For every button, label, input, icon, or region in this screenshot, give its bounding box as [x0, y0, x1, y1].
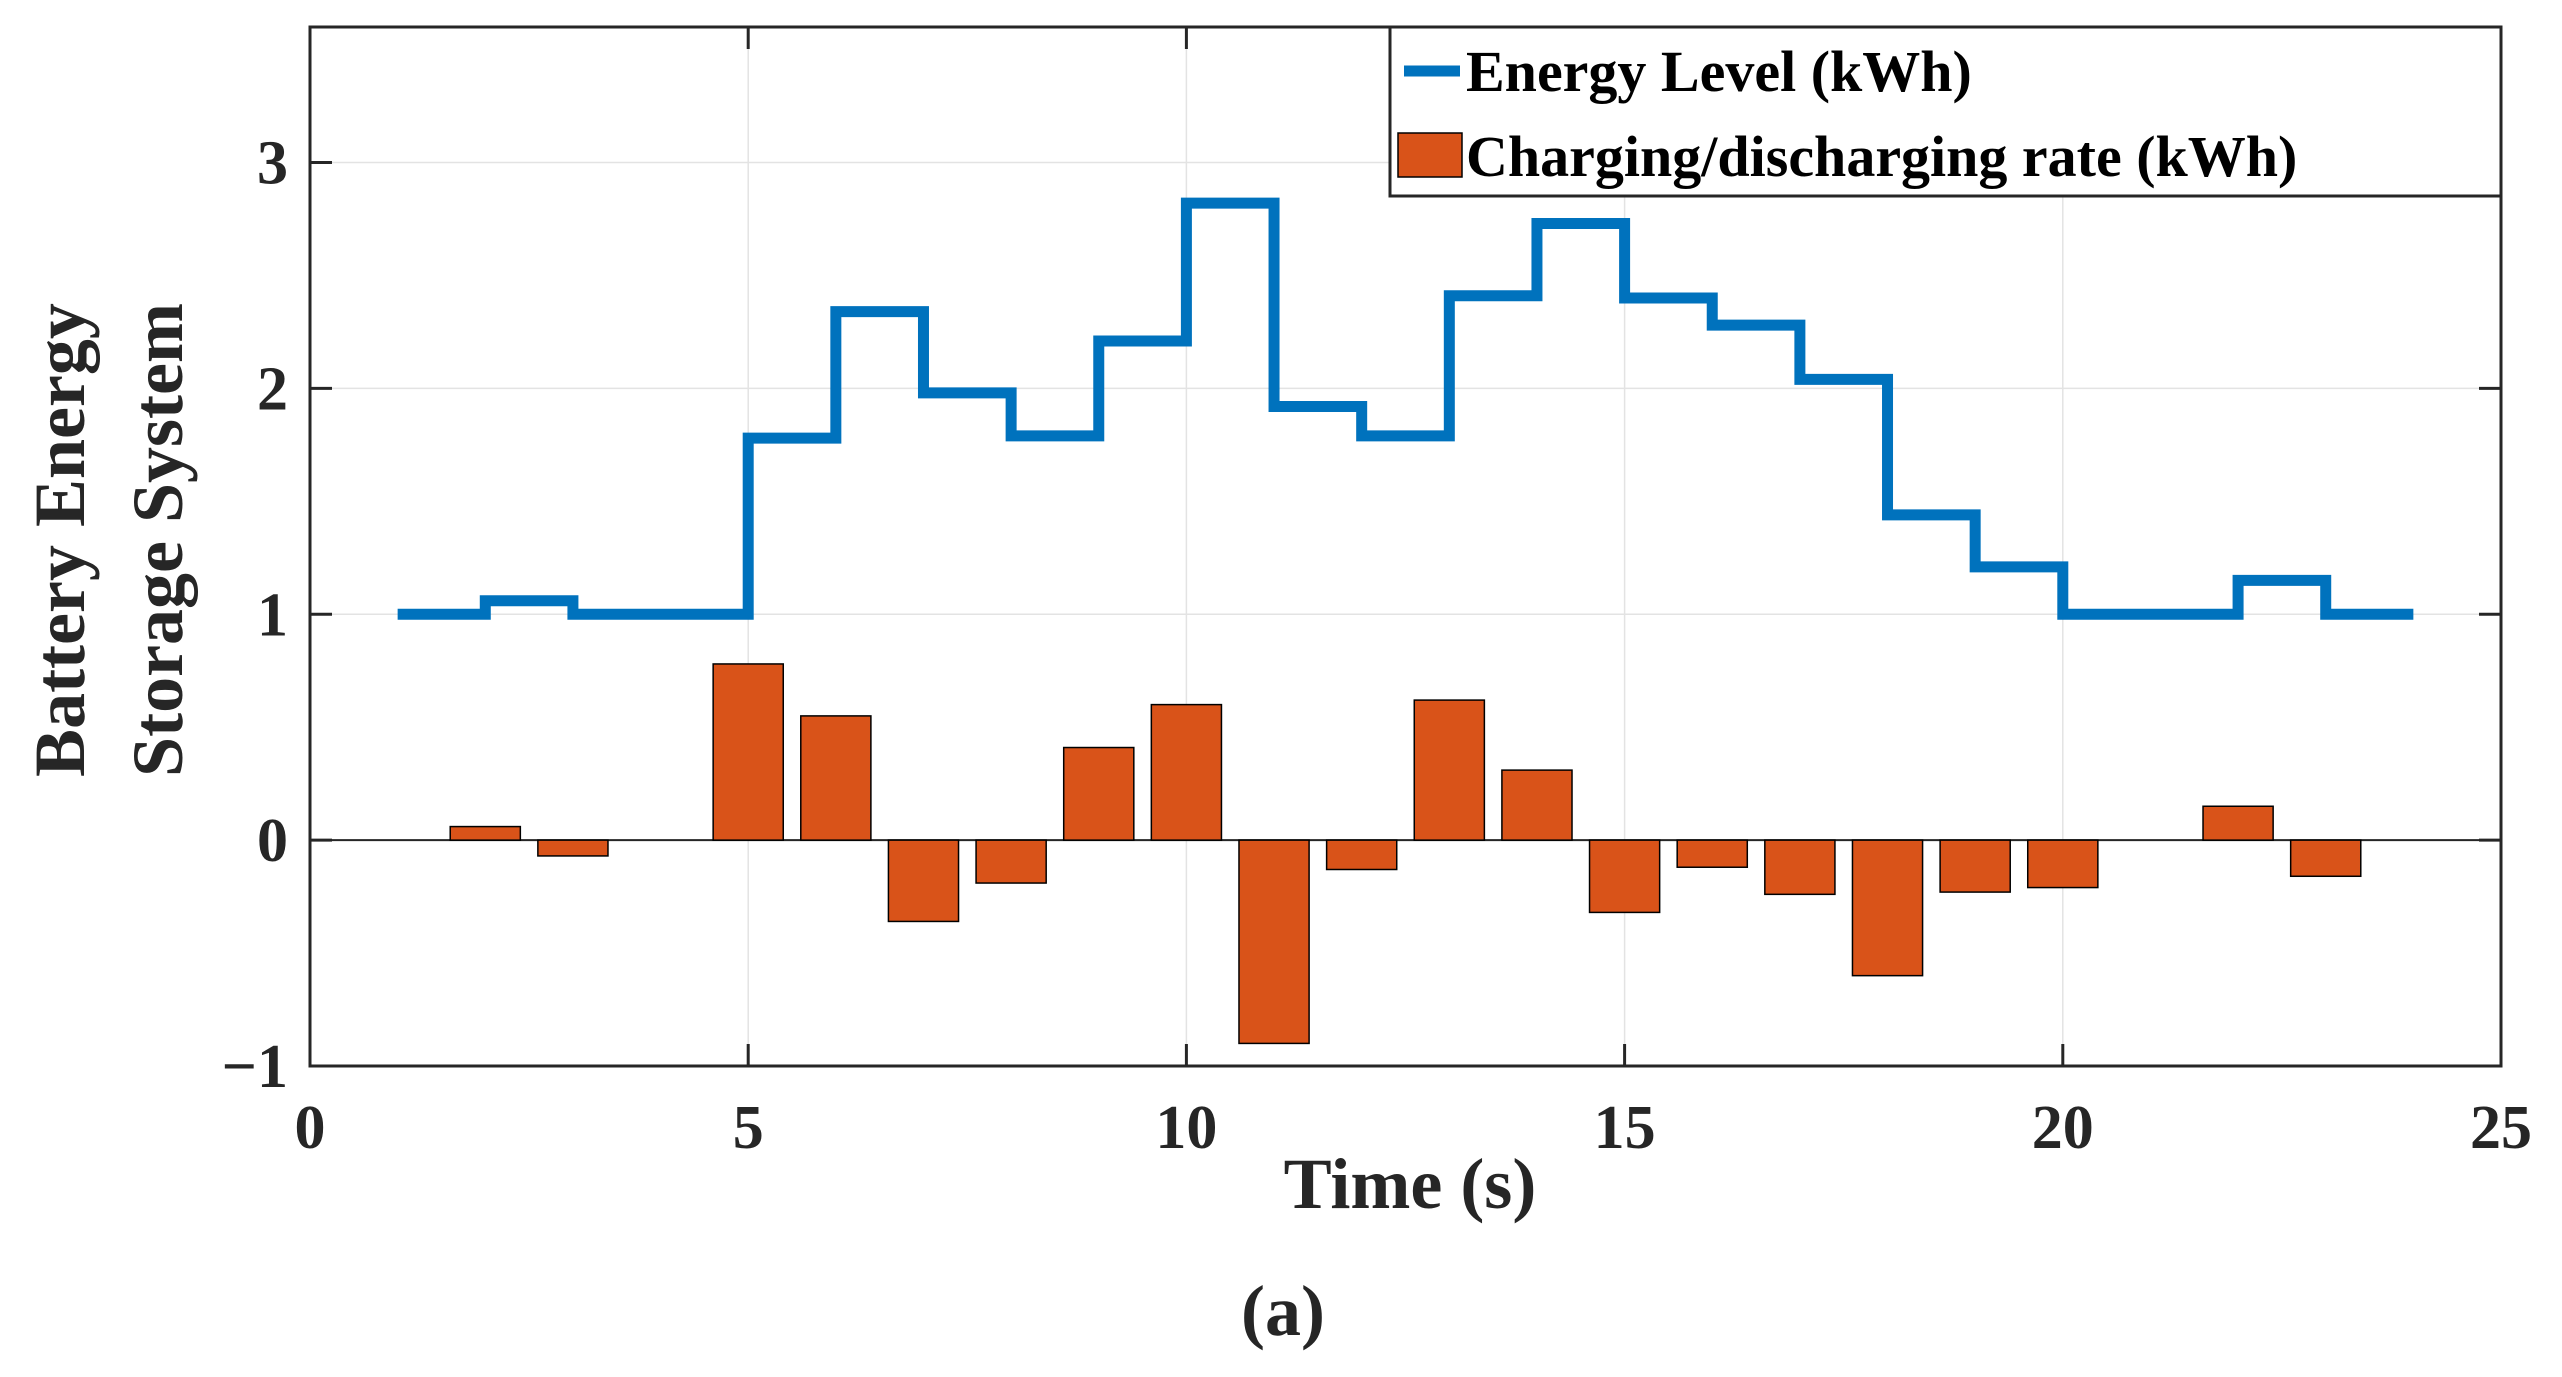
x-axis-label: Time (s) — [1284, 1144, 1537, 1224]
bar-12 — [1325, 839, 1398, 871]
y-tick-label-2: 1 — [257, 581, 288, 649]
x-tick-label-0: 0 — [295, 1094, 326, 1162]
y-tick-labels: −1 0 1 2 3 — [222, 130, 288, 1101]
bar-18 — [1851, 839, 1924, 977]
bar-6 — [800, 715, 872, 841]
legend-swatch-charging-rate — [1397, 132, 1463, 178]
bar-16 — [1676, 839, 1749, 868]
bar-8 — [975, 839, 1047, 884]
bar-9 — [1062, 746, 1135, 841]
bar-15 — [1588, 839, 1661, 914]
bar-14 — [1501, 769, 1573, 841]
y-tick-label-0: −1 — [222, 1033, 288, 1101]
legend-box — [1388, 25, 2503, 198]
bar-19 — [1939, 839, 2011, 893]
line-series — [397, 197, 2414, 620]
subfigure-label: (a) — [1241, 1271, 1325, 1351]
bar-5 — [712, 663, 785, 841]
x-tick-label-3: 15 — [1594, 1094, 1656, 1162]
legend-label-energy-level: Energy Level (kWh) — [1466, 39, 1972, 104]
plot-background — [310, 27, 2501, 1066]
y-tick-label-3: 2 — [257, 355, 288, 423]
bar-23 — [2289, 839, 2362, 878]
y-axis-label-line-2: Storage System — [118, 303, 198, 777]
bar-20 — [2026, 839, 2099, 889]
legend: Energy Level (kWh) Charging/discharging … — [1388, 25, 2503, 198]
bar-series — [449, 663, 2362, 1045]
y-tick-label-1: 0 — [257, 807, 288, 875]
bar-17 — [1764, 839, 1836, 896]
bar-10 — [1150, 703, 1223, 841]
x-tick-label-4: 20 — [2032, 1094, 2094, 1162]
x-tick-labels: 0 5 10 15 20 25 — [295, 1094, 2533, 1162]
x-tick-label-1: 5 — [733, 1094, 764, 1162]
energy-level-line — [397, 197, 2414, 620]
bar-11 — [1238, 839, 1310, 1045]
x-tick-label-5: 25 — [2470, 1094, 2532, 1162]
legend-label-charging-rate: Charging/discharging rate (kWh) — [1466, 124, 2297, 189]
bar-7 — [887, 839, 960, 923]
y-axis-label-line-1: Battery Energy — [20, 303, 100, 777]
y-tick-label-4: 3 — [257, 130, 288, 198]
plot-area — [310, 27, 2501, 1066]
bar-22 — [2202, 805, 2274, 841]
x-tick-label-2: 10 — [1155, 1094, 1217, 1162]
bar-13 — [1413, 699, 1486, 841]
bar-2 — [449, 825, 522, 841]
bar-3 — [537, 839, 609, 857]
